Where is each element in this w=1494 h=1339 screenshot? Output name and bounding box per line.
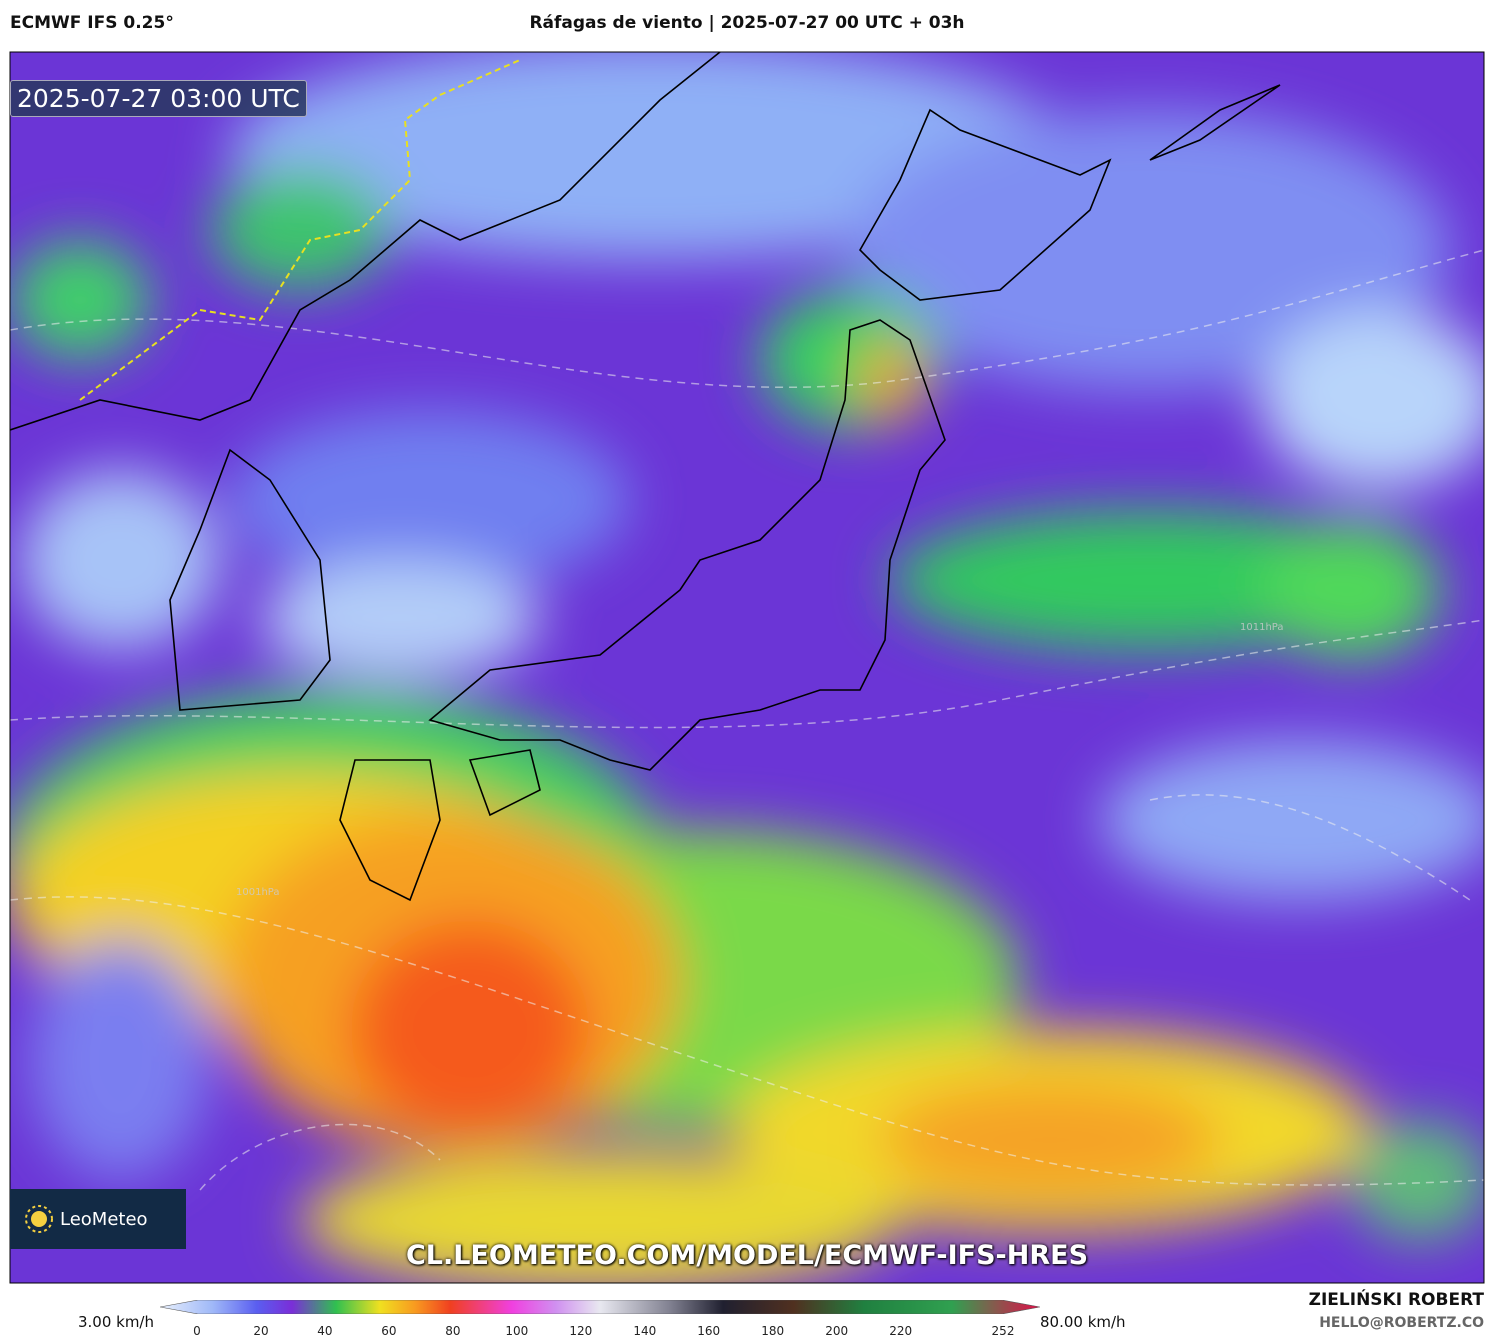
colorbar-max-label: 80.00 km/h (1040, 1313, 1126, 1331)
colorbar-min-label: 3.00 km/h (77, 1313, 154, 1331)
watermark-url: CL.LEOMETEO.COM/MODEL/ECMWF-IFS-HRES (405, 1240, 1089, 1271)
colorbar-tick-label: 100 (505, 1324, 529, 1338)
colorbar-tick-label: 80 (445, 1324, 461, 1338)
colorbar-tick-label: 60 (381, 1324, 397, 1338)
colorbar-tick-label: 140 (633, 1324, 657, 1338)
colorbar-tick-label: 220 (889, 1324, 913, 1338)
colorbar-tick-label: 20 (253, 1324, 269, 1338)
colorbar-tick-label: 180 (761, 1324, 785, 1338)
timestamp: 2025-07-27 03:00 UTC (10, 80, 307, 117)
logo: LeoMeteo (10, 1189, 186, 1249)
isobar-label: 1011hPa (1240, 622, 1284, 633)
colorbar (160, 1300, 1040, 1314)
colorbar-tick-label: 252 (991, 1324, 1015, 1338)
colorbar-tick-label: 120 (569, 1324, 593, 1338)
author: ZIELIŃSKI ROBERT (1308, 1290, 1484, 1310)
colorbar-tick-label: 200 (825, 1324, 849, 1338)
colorbar-tick-label: 160 (697, 1324, 721, 1338)
model-name: ECMWF IFS 0.25° (10, 13, 174, 33)
colorbar-tick-label: 0 (193, 1324, 201, 1338)
logo-text: LeoMeteo (60, 1208, 148, 1230)
email: HELLO@ROBERTZ.CO (1319, 1315, 1484, 1331)
logo-sun (25, 1205, 53, 1233)
map-title: Ráfagas de viento | 2025-07-27 00 UTC + … (529, 13, 965, 33)
colorbar-tick-label: 40 (317, 1324, 333, 1338)
wind-gust-map: 1011hPa 1001hPa (9, 51, 1485, 1284)
isobar-label: 1001hPa (236, 887, 280, 898)
